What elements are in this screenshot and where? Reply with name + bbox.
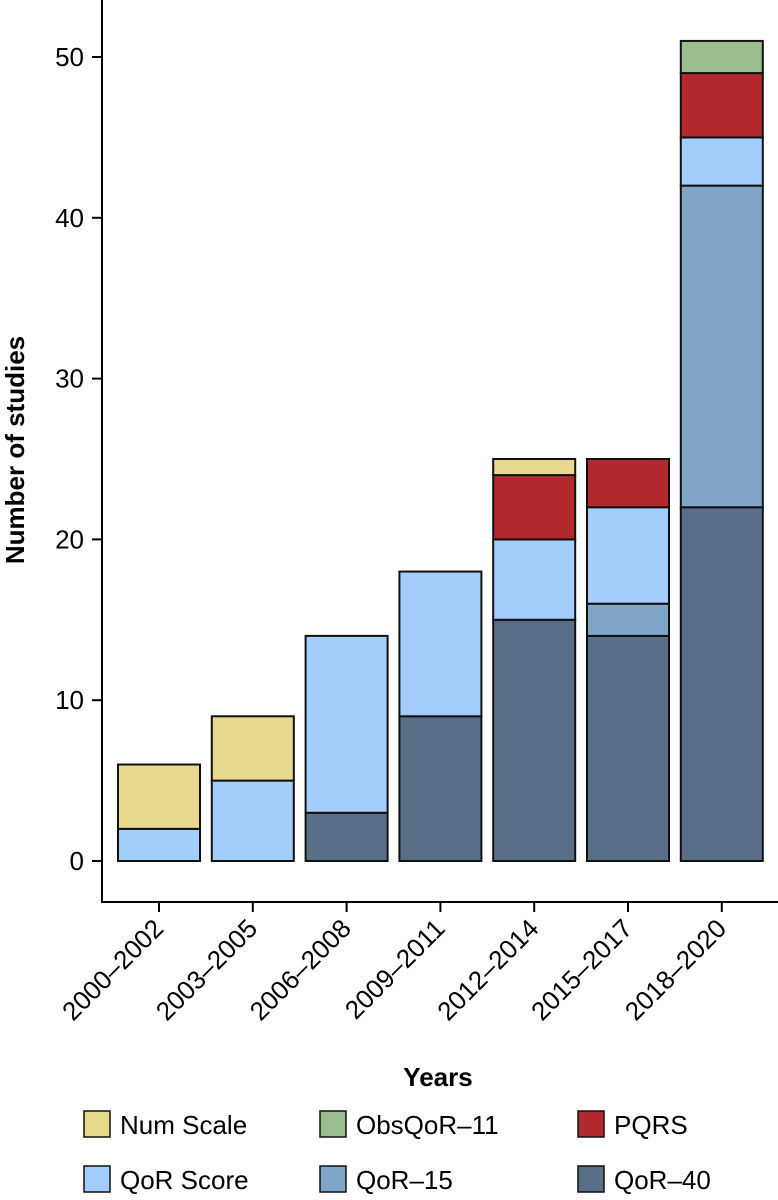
bar-segment-qor-score-2015-2017 xyxy=(586,506,670,605)
y-ticks: 0 10 20 30 40 50 xyxy=(55,42,102,876)
y-tick-label: 20 xyxy=(55,524,84,554)
x-tick-label: 2015–2017 xyxy=(525,913,638,1026)
bar-segment-qor-40-2006-2008 xyxy=(304,811,389,863)
legend-swatch-num-scale xyxy=(83,1110,111,1138)
x-tick-label: 2006–2008 xyxy=(244,913,357,1026)
y-tick-label: 0 xyxy=(70,846,84,876)
x-tick-label: 2018–2020 xyxy=(619,913,732,1026)
x-ticks: 2000–20022003–20052006–20082009–20112012… xyxy=(56,902,732,1026)
legend-swatch-qor-score xyxy=(83,1165,111,1193)
bar-segment-num-scale-2012-2014 xyxy=(492,458,577,477)
bar-segment-qor-40-2015-2017 xyxy=(586,634,670,862)
y-tick-label: 10 xyxy=(55,685,84,715)
bar-segment-qor-15-2015-2017 xyxy=(586,602,670,637)
bar-segment-qor-score-2003-2005 xyxy=(210,779,295,862)
legend-label-qor-40: QoR–40 xyxy=(614,1165,711,1195)
bar-segment-qor-40-2012-2014 xyxy=(492,618,577,862)
legend-swatch-obsqor-11 xyxy=(319,1110,347,1138)
y-tick-label: 40 xyxy=(55,203,84,233)
legend-label-pqrs: PQRS xyxy=(614,1110,688,1140)
bar-segment-num-scale-2003-2005 xyxy=(210,715,295,782)
legend-label-qor-score: QoR Score xyxy=(120,1165,249,1195)
y-tick-label: 30 xyxy=(55,364,84,394)
bars-layer xyxy=(117,39,764,863)
bar-segment-pqrs-2012-2014 xyxy=(492,474,577,541)
legend-label-obsqor-11: ObsQoR–11 xyxy=(356,1110,499,1140)
x-tick-label: 2003–2005 xyxy=(150,913,263,1026)
bar-segment-num-scale-2000-2002 xyxy=(117,763,201,830)
y-tick-label: 50 xyxy=(55,42,84,72)
legend: Num Scale ObsQoR–11 PQRS QoR Score QoR–15 QoR… xyxy=(83,1110,711,1195)
x-tick-label: 2000–2002 xyxy=(56,913,169,1026)
bar-segment-obsqor-11-2018-2020 xyxy=(679,39,764,75)
legend-label-num-scale: Num Scale xyxy=(120,1110,247,1140)
x-tick-label: 2012–2014 xyxy=(431,913,544,1026)
x-axis-title: Years xyxy=(403,1062,472,1092)
bar-segment-qor-score-2009-2011 xyxy=(398,570,483,718)
bar-segment-pqrs-2015-2017 xyxy=(586,458,670,509)
legend-swatch-qor-40 xyxy=(577,1165,605,1193)
legend-swatch-qor-15 xyxy=(319,1165,347,1193)
bar-segment-qor-score-2006-2008 xyxy=(304,634,389,814)
legend-swatch-pqrs xyxy=(577,1110,605,1138)
y-axis-title: Number of studies xyxy=(0,336,30,564)
bar-segment-qor-40-2009-2011 xyxy=(398,715,483,863)
bar-segment-qor-score-2018-2020 xyxy=(679,136,764,187)
bar-segment-qor-40-2018-2020 xyxy=(679,506,764,862)
bar-segment-qor-15-2018-2020 xyxy=(679,184,764,509)
bar-segment-qor-score-2012-2014 xyxy=(492,538,577,621)
bar-segment-qor-score-2000-2002 xyxy=(117,827,201,863)
legend-label-qor-15: QoR–15 xyxy=(356,1165,453,1195)
bar-segment-pqrs-2018-2020 xyxy=(679,72,764,139)
